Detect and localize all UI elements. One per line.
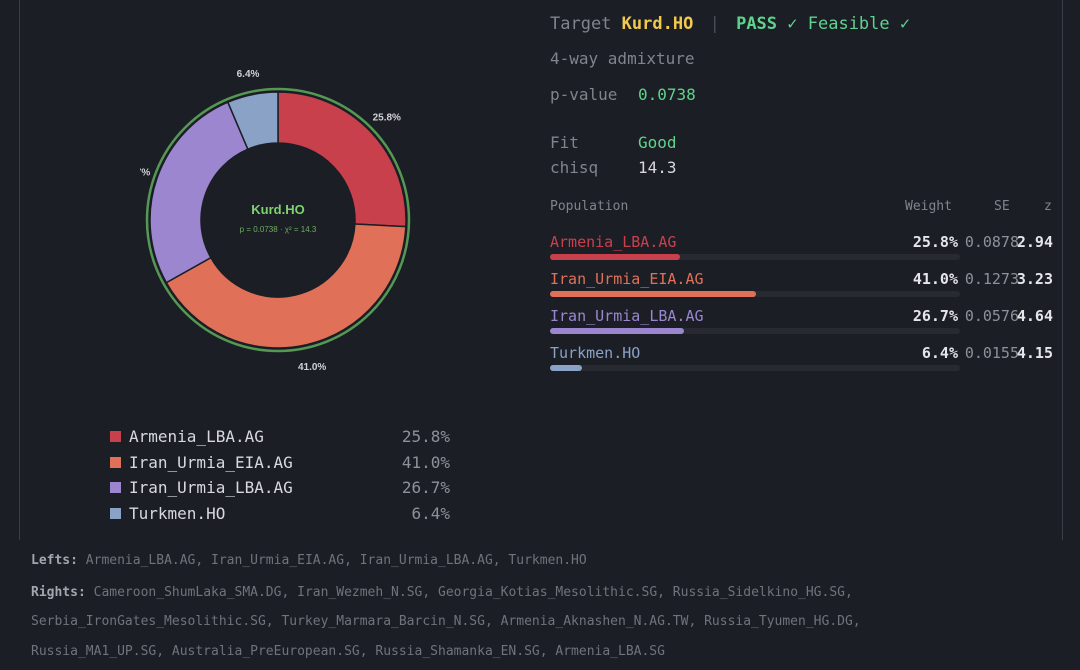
legend-item: Turkmen.HO 6.4%: [110, 501, 450, 527]
pass-badge: PASS ✓: [736, 14, 798, 34]
legend-label: Iran_Urmia_EIA.AG: [129, 452, 293, 472]
donut-hole: [201, 143, 355, 297]
se-value: 0.1273: [964, 270, 1019, 288]
lefts-label: Lefts:: [31, 553, 78, 568]
weight-value: 41.0%: [912, 270, 958, 288]
header-separator: |: [709, 14, 720, 34]
chart-legend: Armenia_LBA.AG 25.8% Iran_Urmia_EIA.AG 4…: [110, 424, 450, 526]
legend-item: Iran_Urmia_EIA.AG 41.0%: [110, 450, 450, 476]
fit-value: Good: [638, 133, 677, 152]
weight-bar-track: [550, 365, 960, 371]
rights-line-2: Serbia_IronGates_Mesolithic.SG, Turkey_M…: [31, 614, 861, 629]
population-name: Iran_Urmia_EIA.AG: [550, 270, 704, 288]
weight-bar: [550, 291, 756, 297]
chisq-value: 14.3: [638, 158, 677, 177]
weight-bar-track: [550, 328, 960, 334]
z-value: 2.94: [1016, 233, 1053, 251]
fit-label: Fit: [550, 133, 579, 152]
weight-bar-track: [550, 254, 960, 260]
legend-value: 6.4%: [411, 503, 450, 523]
target-label: Target: [550, 14, 612, 34]
population-name: Armenia_LBA.AG: [550, 233, 677, 251]
legend-label: Armenia_LBA.AG: [129, 427, 264, 447]
model-subtitle: 4-way admixture: [550, 49, 695, 68]
table-row: Turkmen.HO 6.4% 0.0155 4.15: [550, 344, 1055, 378]
center-title: Kurd.HO: [251, 202, 304, 217]
z-value: 4.15: [1016, 344, 1053, 362]
weight-value: 25.8%: [912, 233, 958, 251]
population-name: Turkmen.HO: [550, 344, 641, 362]
weight-bar: [550, 254, 680, 260]
population-header: Population: [550, 199, 629, 214]
table-row: Iran_Urmia_LBA.AG 26.7% 0.0576 4.64: [550, 307, 1055, 341]
weight-bar: [550, 328, 685, 334]
chisq-label: chisq: [550, 158, 599, 177]
z-value: 4.64: [1016, 307, 1053, 325]
rights-label: Rights:: [31, 585, 86, 600]
p-value: 0.0738: [638, 85, 696, 104]
se-value: 0.0878: [964, 233, 1019, 251]
se-header: SE: [994, 199, 1010, 214]
slice-label: 41.0%: [298, 362, 326, 373]
center-subtitle: p = 0.0738 · χ² = 14.3: [240, 225, 317, 234]
legend-value: 26.7%: [401, 478, 450, 498]
se-value: 0.0155: [964, 344, 1019, 362]
legend-swatch: [110, 482, 121, 494]
slice-label: 26.7%: [140, 168, 150, 179]
legend-label: Turkmen.HO: [129, 503, 226, 523]
frame-border-right: [1062, 0, 1063, 540]
weight-bar: [550, 365, 583, 371]
table-row: Armenia_LBA.AG 25.8% 0.0878 2.94: [550, 233, 1055, 267]
slice-label: 6.4%: [237, 69, 260, 80]
weight-bar-track: [550, 291, 960, 297]
legend-value: 41.0%: [401, 452, 450, 472]
table-row: Iran_Urmia_EIA.AG 41.0% 0.1273 3.23: [550, 270, 1055, 304]
weight-value: 6.4%: [921, 344, 958, 362]
legend-swatch: [110, 431, 121, 443]
legend-item: Iran_Urmia_LBA.AG 26.7%: [110, 475, 450, 501]
result-header: Target Kurd.HO | PASS ✓ Feasible ✓: [550, 14, 910, 34]
population-name: Iran_Urmia_LBA.AG: [550, 307, 704, 325]
weight-header: Weight: [905, 199, 952, 214]
rights-line-1: Rights: Cameroon_ShumLaka_SMA.DG, Iran_W…: [31, 578, 853, 608]
frame-border-left: [19, 0, 20, 540]
donut-chart: Kurd.HO p = 0.0738 · χ² = 14.3 25.8% 41.0…: [140, 69, 411, 373]
legend-item: Armenia_LBA.AG 25.8%: [110, 424, 450, 450]
lefts-list: Armenia_LBA.AG, Iran_Urmia_EIA.AG, Iran_…: [85, 553, 587, 568]
feasible-badge: Feasible ✓: [807, 14, 911, 34]
legend-label: Iran_Urmia_LBA.AG: [129, 478, 293, 498]
se-value: 0.0576: [964, 307, 1019, 325]
legend-swatch: [110, 456, 121, 468]
p-value-label: p-value: [550, 85, 618, 104]
fit-ring: [145, 87, 411, 353]
rights-line-3: Russia_MA1_UP.SG, Australia_PreEuropean.…: [31, 644, 665, 659]
legend-value: 25.8%: [401, 427, 450, 447]
z-value: 3.23: [1016, 270, 1053, 288]
slice-label: 25.8%: [373, 113, 401, 124]
lefts-line: Lefts: Armenia_LBA.AG, Iran_Urmia_EIA.AG…: [31, 546, 587, 576]
rights-list-1: Cameroon_ShumLaka_SMA.DG, Iran_Wezmeh_N.…: [93, 585, 853, 600]
target-name: Kurd.HO: [621, 14, 694, 34]
weight-value: 26.7%: [912, 307, 958, 325]
z-header: z: [1044, 199, 1052, 214]
legend-swatch: [110, 507, 121, 519]
